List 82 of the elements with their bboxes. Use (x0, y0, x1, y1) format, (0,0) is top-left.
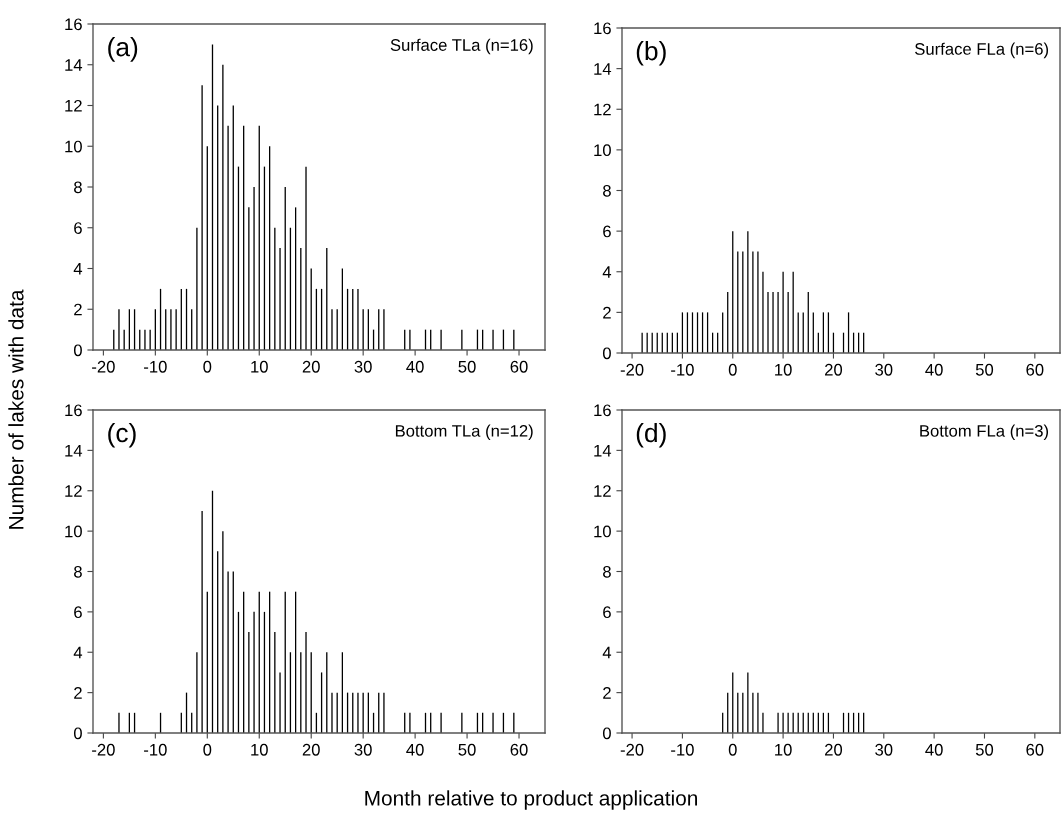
x-tick-label: 30 (875, 363, 893, 376)
x-tick-label: 30 (354, 360, 372, 373)
x-tick-label: 60 (1026, 363, 1044, 376)
x-tick-label: 0 (203, 360, 212, 373)
y-tick-label: 0 (602, 727, 611, 740)
y-tick-label: 10 (594, 525, 611, 538)
y-tick-label: 0 (73, 344, 82, 357)
x-tick-label: 60 (510, 360, 528, 373)
y-tick-label: 12 (65, 99, 82, 112)
y-tick-label: 2 (74, 687, 82, 699)
x-tick-label: 10 (251, 743, 268, 756)
y-tick-label: 2 (603, 687, 611, 699)
annotation: (d) (636, 422, 666, 448)
x-tick-label: 10 (775, 743, 792, 756)
y-tick-label: 4 (602, 646, 612, 659)
y-tick-label: 6 (603, 606, 611, 619)
y-tick-label: 6 (74, 222, 82, 234)
x-tick-label: 20 (302, 360, 320, 373)
y-tick-label: 16 (594, 22, 611, 35)
x-tick-label: 50 (975, 363, 994, 376)
x-tick-label: 40 (925, 363, 943, 376)
y-tick-label: 6 (74, 606, 82, 619)
y-tick-label: 8 (603, 184, 611, 197)
annotation: Bottom FLa (n=3) (920, 424, 1049, 441)
x-tick-label: 0 (728, 363, 737, 376)
annotation: Surface TLa (n=16) (390, 38, 533, 55)
y-tick-label: 14 (65, 444, 83, 457)
y-tick-label: 12 (594, 485, 611, 497)
y-tick-label: 4 (602, 266, 612, 278)
y-tick-label: 16 (65, 404, 82, 417)
x-tick-label: 30 (875, 743, 893, 756)
x-tick-label: 40 (406, 743, 424, 756)
x-tick-label: 50 (975, 743, 994, 756)
annotation: Surface FLa (n=6) (915, 42, 1049, 59)
x-tick-label: 0 (728, 743, 737, 756)
x-tick-label: 20 (825, 363, 843, 376)
x-tick-label: -20 (92, 743, 115, 756)
y-tick-label: 0 (602, 347, 611, 360)
y-tick-label: 4 (73, 263, 83, 275)
y-tick-label: 14 (594, 444, 612, 457)
y-tick-label: 2 (74, 303, 82, 316)
y-tick-label: 8 (74, 565, 82, 578)
y-tick-label: 8 (74, 181, 82, 194)
y-axis-title: Number of lakes with data (8, 289, 24, 529)
x-tick-label: -10 (144, 360, 167, 373)
x-tick-label: 30 (354, 743, 372, 756)
x-tick-label: -10 (144, 743, 167, 756)
y-tick-label: 10 (65, 140, 82, 153)
annotation: (b) (636, 41, 666, 66)
y-tick-label: 10 (594, 144, 611, 157)
y-tick-label: 4 (73, 646, 83, 659)
y-tick-label: 12 (65, 485, 82, 497)
x-tick-label: 0 (203, 743, 212, 756)
y-tick-label: 6 (603, 225, 611, 238)
y-tick-label: 16 (594, 404, 611, 417)
x-tick-label: 60 (1026, 743, 1044, 756)
y-tick-label: 14 (594, 63, 612, 75)
y-tick-label: 2 (603, 306, 611, 319)
annotation: Bottom TLa (n=12) (395, 424, 533, 441)
x-tick-label: 10 (251, 360, 268, 373)
y-tick-label: 14 (65, 59, 83, 71)
x-tick-label: -20 (620, 743, 644, 756)
x-axis-title: Month relative to product application (365, 790, 697, 810)
x-tick-label: 50 (458, 360, 476, 373)
x-tick-label: 60 (510, 743, 528, 756)
y-tick-label: 8 (603, 565, 611, 578)
y-tick-label: 0 (73, 727, 82, 740)
x-tick-label: 40 (406, 360, 424, 373)
x-tick-label: -10 (671, 743, 694, 756)
annotation: (a) (108, 37, 138, 62)
x-tick-label: 40 (925, 743, 943, 756)
x-tick-label: -20 (620, 363, 644, 376)
x-tick-label: 20 (825, 743, 843, 756)
y-tick-label: 12 (594, 103, 611, 116)
x-tick-label: -10 (671, 363, 694, 376)
x-tick-label: 10 (775, 363, 792, 376)
x-tick-label: 50 (458, 743, 476, 756)
x-tick-label: -20 (92, 360, 115, 373)
y-tick-label: 16 (65, 18, 82, 31)
y-tick-label: 10 (65, 525, 82, 538)
x-tick-label: 20 (302, 743, 320, 756)
annotation: (c) (108, 422, 136, 448)
